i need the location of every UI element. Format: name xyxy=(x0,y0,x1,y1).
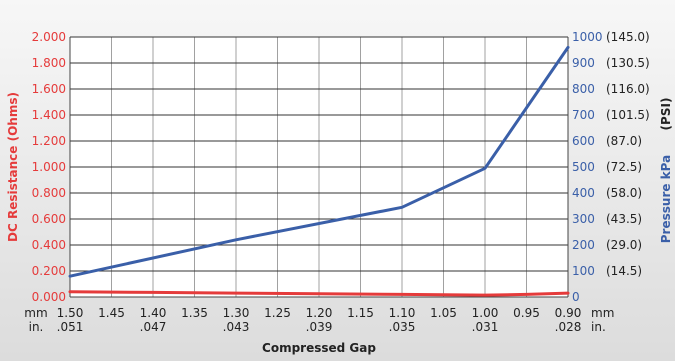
x-tick-label-mm: 1.35 xyxy=(181,306,208,320)
x-tick-label-in: .031 xyxy=(472,320,499,334)
x-tick-label-mm: 0.90 xyxy=(555,306,582,320)
x-tick-label-in: .039 xyxy=(306,320,333,334)
right-tick-label-psi: (14.5) xyxy=(606,264,642,278)
right-axis-title-psi: (PSI) xyxy=(659,98,673,131)
x-tick-labels: 1.50 1.45 1.40 1.35 1.30 1.25 1.20 1.15 1.10 1.05… xyxy=(24,306,614,334)
left-tick-label: 1.400 xyxy=(32,108,66,122)
right-tick-label-kpa: 900 xyxy=(572,56,595,70)
left-tick-label: 1.000 xyxy=(32,160,66,174)
x-tick-label-mm: 0.95 xyxy=(513,306,540,320)
resistance-series-line xyxy=(68,290,570,297)
right-axis-title: Pressure kPa xyxy=(659,155,673,243)
right-tick-label-psi: (43.5) xyxy=(606,212,642,226)
right-tick-label-psi: (145.0) xyxy=(606,30,650,44)
x-unit-label-in: in. xyxy=(29,320,44,334)
right-tick-label-kpa: 800 xyxy=(572,82,595,96)
x-tick-label-mm: 1.25 xyxy=(264,306,291,320)
left-tick-label: 1.600 xyxy=(32,82,66,96)
x-tick-label-in: .035 xyxy=(389,320,416,334)
right-tick-label-psi: (116.0) xyxy=(606,82,650,96)
right-tick-label-kpa: 400 xyxy=(572,186,595,200)
pressure-series-line xyxy=(68,45,570,278)
left-tick-label: 0.600 xyxy=(32,212,66,226)
right-tick-label-psi: (101.5) xyxy=(606,108,650,122)
left-tick-label: 1.200 xyxy=(32,134,66,148)
left-tick-label: 0.000 xyxy=(32,290,66,304)
left-tick-label: 1.800 xyxy=(32,56,66,70)
x-unit-label-in: in. xyxy=(591,320,606,334)
right-tick-label-psi: (29.0) xyxy=(606,238,642,252)
left-axis-title: DC Resistance (Ohms) xyxy=(6,92,20,242)
x-tick-label-mm: 1.15 xyxy=(347,306,374,320)
right-tick-label-psi: (87.0) xyxy=(606,134,642,148)
x-tick-label-mm: 1.10 xyxy=(389,306,416,320)
right-tick-label-psi: (58.0) xyxy=(606,186,642,200)
right-tick-label-kpa: 300 xyxy=(572,212,595,226)
x-tick-label-in: .051 xyxy=(57,320,84,334)
x-tick-label-mm: 1.40 xyxy=(140,306,167,320)
x-unit-label-mm: mm xyxy=(24,306,47,320)
x-axis-title: Compressed Gap xyxy=(262,341,376,355)
right-tick-label-kpa: 1000 xyxy=(572,30,603,44)
left-tick-labels: 0.000 0.200 0.400 0.600 0.800 1.000 1.200 1.400… xyxy=(32,30,66,304)
x-tick-label-in: .028 xyxy=(555,320,582,334)
right-tick-label-psi: (72.5) xyxy=(606,160,642,174)
right-tick-label-kpa: 600 xyxy=(572,134,595,148)
x-tick-label-mm: 1.00 xyxy=(472,306,499,320)
x-tick-label-mm: 1.05 xyxy=(430,306,457,320)
left-tick-label: 0.200 xyxy=(32,264,66,278)
x-tick-label-mm: 1.20 xyxy=(306,306,333,320)
left-tick-label: 2.000 xyxy=(32,30,66,44)
x-tick-label-mm: 1.45 xyxy=(98,306,125,320)
x-tick-label-mm: 1.30 xyxy=(223,306,250,320)
left-tick-label: 0.800 xyxy=(32,186,66,200)
right-tick-label-kpa: 0 xyxy=(572,290,580,304)
right-tick-label-psi: (130.5) xyxy=(606,56,650,70)
x-unit-label-mm: mm xyxy=(591,306,614,320)
right-tick-label-kpa: 500 xyxy=(572,160,595,174)
right-tick-labels: 0 100 (14.5) 200 (29.0) 300 (43.5) 400 (58.0) 500… xyxy=(572,30,650,304)
right-tick-label-kpa: 100 xyxy=(572,264,595,278)
x-tick-label-mm: 1.50 xyxy=(57,306,84,320)
right-tick-label-kpa: 200 xyxy=(572,238,595,252)
left-tick-label: 0.400 xyxy=(32,238,66,252)
right-tick-label-kpa: 700 xyxy=(572,108,595,122)
x-tick-label-in: .047 xyxy=(140,320,167,334)
x-tick-label-in: .043 xyxy=(223,320,250,334)
